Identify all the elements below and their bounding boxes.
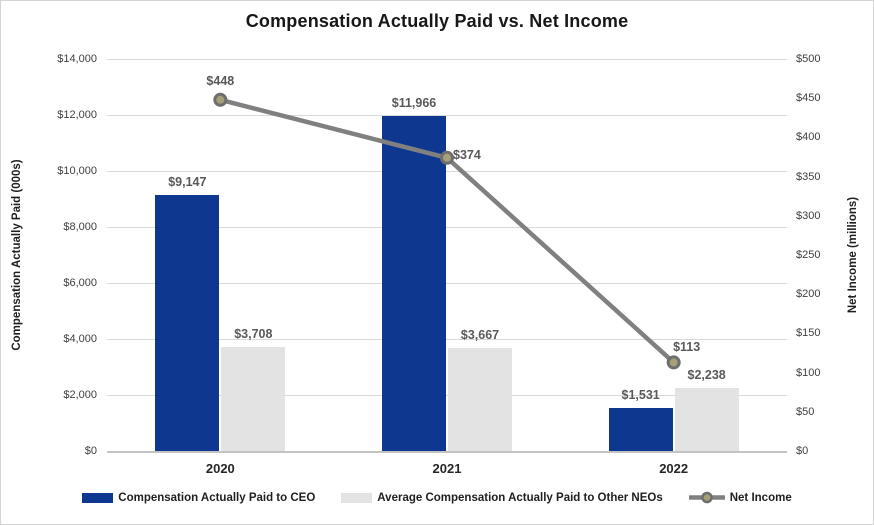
- net-income-marker: [666, 355, 681, 370]
- neo-bar: [221, 347, 286, 451]
- net-income-value-label: $374: [453, 147, 481, 162]
- right-axis-tick: $350: [796, 170, 821, 183]
- legend-item-net-income: Net Income: [688, 491, 792, 504]
- legend-item-ceo: Compensation Actually Paid to CEO: [82, 492, 315, 504]
- gridline: [107, 114, 787, 116]
- bar-value-label: $3,667: [460, 328, 500, 343]
- bar-value-label: $11,966: [391, 95, 437, 110]
- neo-bar: [674, 388, 739, 451]
- x-axis-line: [107, 451, 787, 453]
- right-axis-tick: $150: [796, 327, 821, 340]
- bar-value-label: $9,147: [168, 174, 207, 189]
- left-axis-tick: $2,000: [63, 389, 97, 401]
- net-income-marker: [213, 92, 228, 107]
- right-axis-tick: $250: [796, 249, 821, 261]
- neo-bar-swatch-icon: [341, 492, 373, 503]
- legend-item-neos: Average Compensation Actually Paid to Ot…: [341, 491, 663, 504]
- ceo-bar-swatch-icon: [82, 492, 114, 503]
- gridline: [107, 58, 787, 60]
- neo-bar: [448, 348, 512, 451]
- legend: Compensation Actually Paid to CEO Averag…: [1, 491, 873, 504]
- ceo-bar: [608, 408, 673, 451]
- x-axis-category-label: 2020: [205, 461, 235, 476]
- legend-label-neos: Average Compensation Actually Paid to Ot…: [377, 491, 663, 504]
- ceo-bar: [155, 194, 220, 451]
- net-income-line-swatch-icon: [688, 491, 725, 504]
- right-axis-tick: $300: [796, 209, 821, 222]
- left-axis-tick: $0: [84, 445, 97, 457]
- bar-value-label: $1,531: [621, 388, 660, 403]
- left-axis-tick: $14,000: [57, 53, 97, 65]
- left-axis-tick: $4,000: [63, 333, 97, 345]
- x-axis-category-label: 2022: [659, 461, 689, 476]
- net-income-value-label: $113: [673, 340, 701, 355]
- left-axis-tick: $12,000: [57, 109, 97, 121]
- right-axis-tick: $50: [796, 405, 815, 418]
- legend-label-net-income: Net Income: [729, 491, 792, 504]
- left-axis-tick: $10,000: [57, 165, 97, 177]
- net-income-value-label: $448: [206, 73, 235, 88]
- gridline: [107, 170, 787, 172]
- bar-value-label: $2,238: [687, 368, 726, 383]
- right-axis-tick: $500: [796, 53, 821, 65]
- chart-title: Compensation Actually Paid vs. Net Incom…: [245, 11, 629, 31]
- legend-label-ceo: Compensation Actually Paid to CEO: [118, 491, 316, 504]
- left-axis-tick: $8,000: [63, 221, 97, 233]
- left-axis-tick: $6,000: [63, 277, 97, 289]
- right-axis-tick: $100: [796, 366, 821, 379]
- x-axis-category-label: 2021: [432, 461, 462, 476]
- right-axis-tick: $200: [796, 288, 821, 301]
- right-axis-tick: $400: [796, 131, 821, 144]
- gridline: [107, 394, 787, 396]
- left-axis-title: Compensation Actually Paid (000s): [11, 159, 23, 351]
- right-axis-tick: $0: [796, 445, 809, 457]
- bar-value-label: $3,708: [234, 327, 273, 342]
- ceo-bar: [382, 115, 446, 451]
- right-axis-tick: $450: [796, 92, 821, 105]
